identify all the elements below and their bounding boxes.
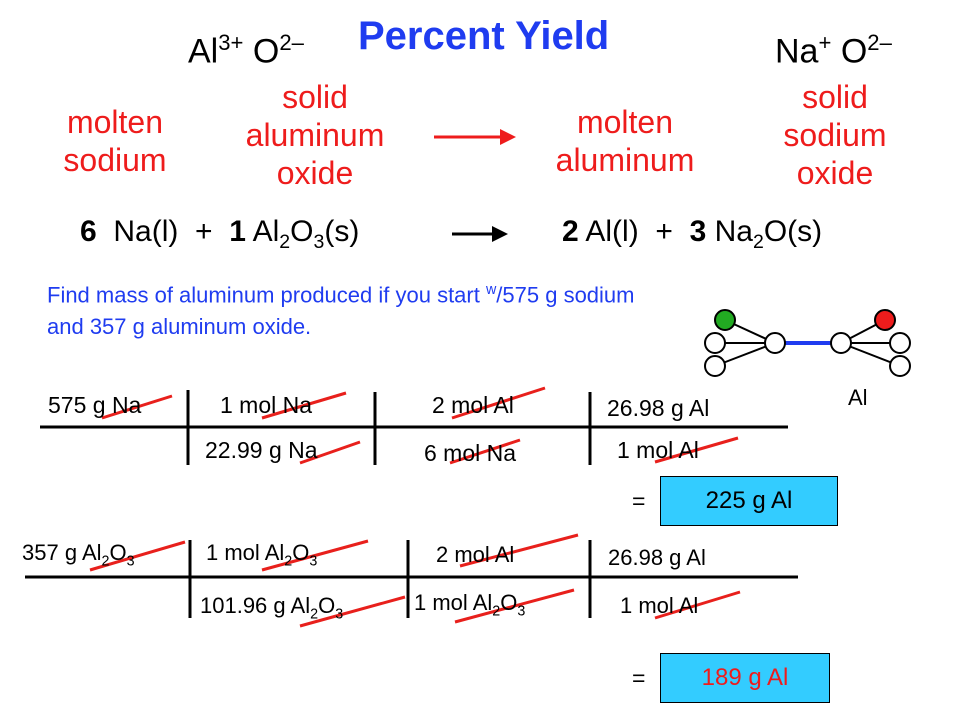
label-solid-sodium-oxide: solid sodium oxide <box>783 79 887 191</box>
calc2-den3: 1 mol Al <box>620 593 699 618</box>
calc2-num3: 26.98 g Al <box>608 545 706 570</box>
calc1-equals: = <box>632 488 646 514</box>
calc1-result: 225 g Al <box>705 487 793 514</box>
calc2-equals: = <box>632 665 646 691</box>
green-node-icon <box>714 309 736 331</box>
calc2-den1: 101.96 g Al2O3 <box>200 593 344 623</box>
node-icon <box>889 355 911 377</box>
black-arrow-icon <box>452 226 508 242</box>
calc2-den2: 1 mol Al2O3 <box>414 590 526 620</box>
red-arrow-icon <box>434 129 516 145</box>
equation-left: 6 Na(l) + 1 Al2O3(s) <box>80 215 360 253</box>
calc2-result-box: 189 g Al <box>660 653 830 703</box>
node-icon <box>764 332 786 354</box>
page-title: Percent Yield <box>358 14 610 58</box>
ions-right: Na+ O2– <box>775 30 892 71</box>
node-icon <box>704 332 726 354</box>
ions-left: Al3+ O2– <box>188 30 304 71</box>
node-icon <box>889 332 911 354</box>
calc1-num2: 2 mol Al <box>432 392 514 418</box>
calc1-num1: 1 mol Na <box>220 392 313 418</box>
calc2-given: 357 g Al2O3 <box>22 540 135 570</box>
calc1-den3: 1 mol Al <box>617 437 699 463</box>
calc1-result-box: 225 g Al <box>660 476 838 526</box>
calc1-den2: 6 mol Na <box>424 440 517 466</box>
label-molten-sodium: molten sodium <box>63 104 167 178</box>
calc2-result: 189 g Al <box>701 664 789 691</box>
red-node-icon <box>874 309 896 331</box>
calc2-num1: 1 mol Al2O3 <box>206 540 318 570</box>
label-solid-aluminum-oxide: solid aluminum oxide <box>245 79 385 191</box>
node-icon <box>830 332 852 354</box>
calc2-num2: 2 mol Al <box>436 542 515 567</box>
diagram-label: Al <box>848 385 868 410</box>
calc1-num3: 26.98 g Al <box>607 395 710 421</box>
calc1-given: 575 g Na <box>48 392 142 418</box>
problem-statement: Find mass of aluminum produced if you st… <box>47 282 635 340</box>
label-molten-aluminum: molten aluminum <box>555 104 695 178</box>
calc1-den1: 22.99 g Na <box>205 437 318 463</box>
node-icon <box>704 355 726 377</box>
particle-diagram <box>704 309 911 377</box>
equation-right: 2 Al(l) + 3 Na2O(s) <box>562 215 823 253</box>
